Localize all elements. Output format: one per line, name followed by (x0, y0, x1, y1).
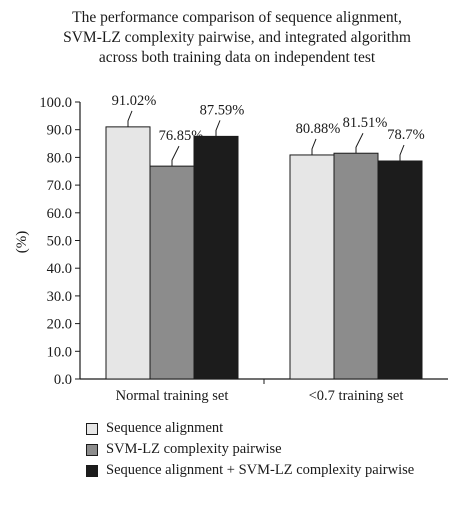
data-label-leader (399, 144, 405, 162)
legend-label: Sequence alignment (106, 420, 224, 436)
y-tick-label: 0.0 (54, 372, 72, 388)
legend-swatch (86, 444, 98, 456)
y-tick-label: 10.0 (47, 344, 72, 360)
x-tick-label: Normal training set (116, 388, 229, 404)
y-tick-label: 90.0 (47, 123, 72, 139)
legend-swatch (86, 465, 98, 477)
data-label: 80.88% (296, 121, 341, 137)
data-label-leader (171, 145, 180, 167)
legend-item: Sequence alignment (86, 418, 414, 439)
data-label: 91.02% (112, 93, 157, 109)
bar (289, 154, 335, 380)
bar (333, 152, 379, 380)
y-tick-label: 60.0 (47, 206, 72, 222)
data-label: 78.7% (387, 127, 424, 143)
data-label: 76.85% (159, 128, 204, 144)
y-axis-label: (%) (14, 231, 30, 254)
y-tick-label: 30.0 (47, 289, 72, 305)
y-tick-label: 20.0 (47, 317, 72, 333)
bar (105, 126, 151, 380)
legend-label: SVM-LZ complexity pairwise (106, 441, 282, 457)
data-label-leader (215, 120, 221, 137)
y-tick-label: 100.0 (39, 95, 72, 111)
legend-item: SVM-LZ complexity pairwise (86, 439, 414, 460)
data-label-leader (355, 132, 364, 154)
y-tick-label: 70.0 (47, 178, 72, 194)
legend-item: Sequence alignment + SVM-LZ complexity p… (86, 460, 414, 481)
x-tick-label: <0.7 training set (309, 388, 404, 404)
data-label-leader (127, 110, 133, 127)
y-tick-label: 40.0 (47, 261, 72, 277)
chart-legend: Sequence alignment SVM-LZ complexity pai… (86, 418, 414, 481)
chart-title-line: SVM-LZ complexity pairwise, and integrat… (63, 29, 411, 46)
y-tick-label: 50.0 (47, 234, 72, 250)
data-label: 81.51% (343, 115, 388, 131)
chart-title-line: across both training data on independent… (98, 49, 376, 66)
chart-title: The performance comparison of sequence a… (0, 8, 474, 68)
chart-title-line: The performance comparison of sequence a… (72, 9, 402, 26)
legend-swatch (86, 423, 98, 435)
bar (377, 160, 423, 380)
bar (193, 135, 239, 380)
data-label-leader (311, 138, 317, 155)
legend-label: Sequence alignment + SVM-LZ complexity p… (106, 462, 415, 478)
y-tick-label: 80.0 (47, 150, 72, 166)
data-label: 87.59% (200, 102, 245, 118)
bar (149, 165, 195, 380)
